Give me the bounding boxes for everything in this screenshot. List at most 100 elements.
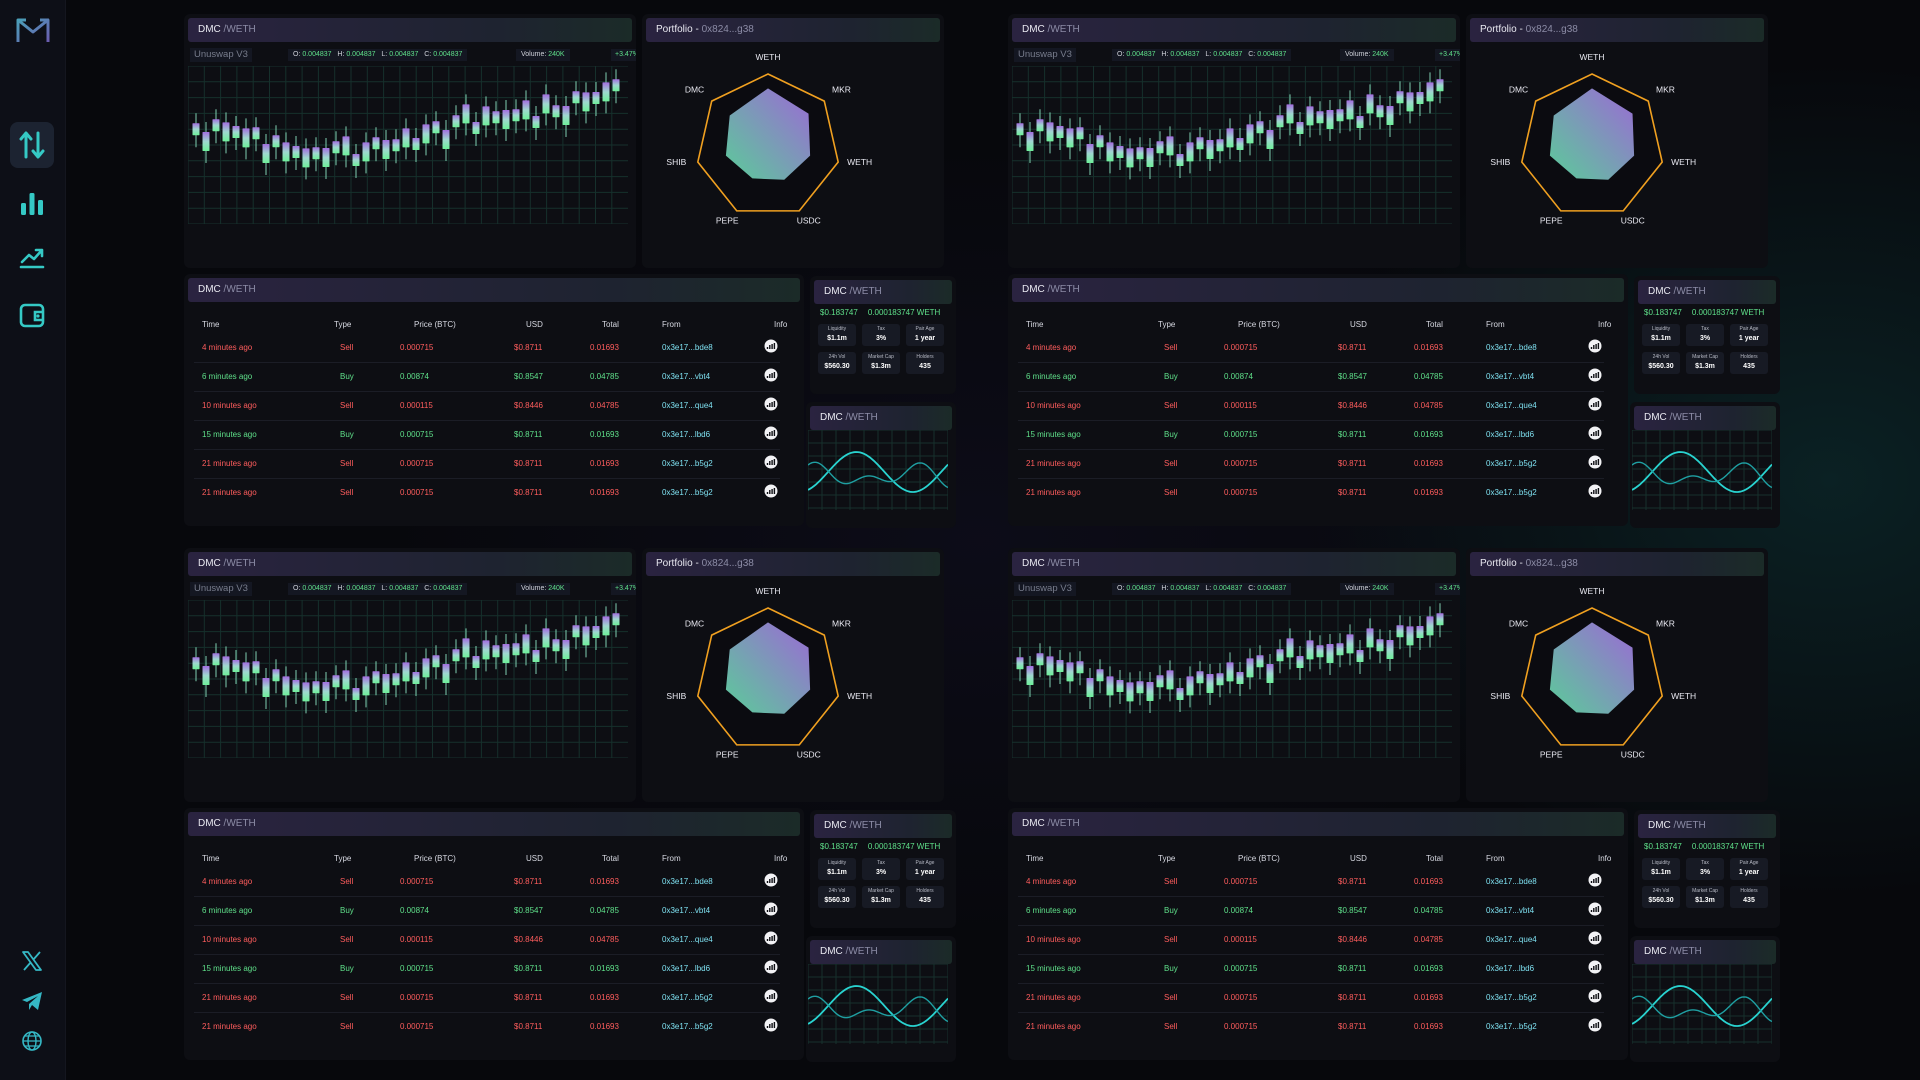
trade-from[interactable]: 0x3e17...vbt4	[1486, 372, 1535, 381]
trade-from[interactable]: 0x3e17...lbd6	[1486, 964, 1535, 973]
chart-info-icon[interactable]	[764, 902, 778, 916]
trade-row[interactable]: 21 minutes ago Sell 0.000715 $0.8711 0.01693…	[1018, 984, 1604, 1013]
chart-info-icon[interactable]	[1588, 339, 1602, 353]
chart-info-icon[interactable]	[1588, 873, 1602, 887]
trade-from[interactable]: 0x3e17...lbd6	[662, 964, 711, 973]
telegram-link[interactable]	[19, 988, 45, 1014]
trade-from[interactable]: 0x3e17...lbd6	[1486, 430, 1535, 439]
trade-from[interactable]: 0x3e17...b5g2	[662, 459, 713, 468]
chart-info-icon[interactable]	[1588, 368, 1602, 382]
trade-from[interactable]: 0x3e17...que4	[1486, 401, 1537, 410]
wallet-address[interactable]: 0x824...g38	[1525, 24, 1578, 35]
trade-from[interactable]: 0x3e17...que4	[662, 935, 713, 944]
trade-row[interactable]: 6 minutes ago Buy 0.00874 $0.8547 0.04785 0x3…	[1018, 363, 1604, 392]
trade-row[interactable]: 10 minutes ago Sell 0.000115 $0.8446 0.04785…	[194, 392, 780, 421]
trade-row[interactable]: 21 minutes ago Sell 0.000715 $0.8711 0.01693…	[194, 1013, 780, 1042]
chart-info-icon[interactable]	[764, 989, 778, 1003]
chart-info-icon[interactable]	[1588, 1018, 1602, 1032]
candlestick-chart[interactable]	[188, 66, 628, 224]
trade-from[interactable]: 0x3e17...b5g2	[1486, 459, 1537, 468]
chart-info-icon[interactable]	[764, 1018, 778, 1032]
trade-row[interactable]: 21 minutes ago Sell 0.000715 $0.8711 0.01693…	[1018, 450, 1604, 479]
trade-row[interactable]: 21 minutes ago Sell 0.000715 $0.8711 0.01693…	[194, 984, 780, 1013]
chart-info-icon[interactable]	[764, 931, 778, 945]
trade-from[interactable]: 0x3e17...bde8	[1486, 343, 1537, 352]
app-logo[interactable]	[15, 16, 51, 46]
trade-row[interactable]: 15 minutes ago Buy 0.000715 $0.8711 0.01693 0…	[194, 421, 780, 450]
trade-from[interactable]: 0x3e17...b5g2	[662, 488, 713, 497]
trade-row[interactable]: 4 minutes ago Sell 0.000715 $0.8711 0.01693 0…	[194, 868, 780, 897]
wallet-address[interactable]: 0x824...g38	[1525, 558, 1578, 569]
wallet-address[interactable]: 0x824...g38	[701, 24, 754, 35]
trade-row[interactable]: 4 minutes ago Sell 0.000715 $0.8711 0.01693 0…	[1018, 868, 1604, 897]
nav-wallet-button[interactable]	[10, 292, 54, 338]
nav-trend-button[interactable]	[10, 234, 54, 280]
chart-info-icon[interactable]	[1588, 960, 1602, 974]
exchange-selector[interactable]: Unuswap V3	[190, 582, 252, 596]
trade-from[interactable]: 0x3e17...vbt4	[1486, 906, 1535, 915]
candlestick-chart[interactable]	[188, 600, 628, 758]
chart-info-icon[interactable]	[1588, 931, 1602, 945]
pair-base: DMC	[1022, 818, 1045, 829]
trade-row[interactable]: 21 minutes ago Sell 0.000715 $0.8711 0.01693…	[194, 450, 780, 479]
twitter-link[interactable]	[19, 948, 45, 974]
exchange-selector[interactable]: Unuswap V3	[1014, 582, 1076, 596]
trade-row[interactable]: 21 minutes ago Sell 0.000715 $0.8711 0.01693…	[194, 479, 780, 508]
chart-info-icon[interactable]	[764, 368, 778, 382]
chart-info-icon[interactable]	[1588, 484, 1602, 498]
trade-from[interactable]: 0x3e17...que4	[1486, 935, 1537, 944]
panel-header: DMC /WETH	[188, 812, 800, 836]
trade-row[interactable]: 4 minutes ago Sell 0.000715 $0.8711 0.01693 0…	[1018, 334, 1604, 363]
chart-info-icon[interactable]	[764, 397, 778, 411]
wallet-address[interactable]: 0x824...g38	[701, 558, 754, 569]
trade-from[interactable]: 0x3e17...b5g2	[1486, 1022, 1537, 1031]
trade-row[interactable]: 21 minutes ago Sell 0.000715 $0.8711 0.01693…	[1018, 479, 1604, 508]
trade-row[interactable]: 4 minutes ago Sell 0.000715 $0.8711 0.01693 0…	[194, 334, 780, 363]
nav-swap-button[interactable]	[10, 122, 54, 168]
trade-from[interactable]: 0x3e17...que4	[662, 401, 713, 410]
trade-row[interactable]: 21 minutes ago Sell 0.000715 $0.8711 0.01693…	[1018, 1013, 1604, 1042]
trade-from[interactable]: 0x3e17...b5g2	[1486, 993, 1537, 1002]
chart-info-icon[interactable]	[764, 339, 778, 353]
chart-info-icon[interactable]	[764, 960, 778, 974]
trade-from[interactable]: 0x3e17...vbt4	[662, 906, 711, 915]
chart-info-icon[interactable]	[764, 455, 778, 469]
trade-row[interactable]: 10 minutes ago Sell 0.000115 $0.8446 0.04785…	[1018, 926, 1604, 955]
chart-info-icon[interactable]	[764, 873, 778, 887]
chart-info-icon[interactable]	[1588, 455, 1602, 469]
stat-value: $1.1m	[827, 335, 847, 342]
mini-series-line	[1632, 451, 1772, 493]
candle	[1096, 135, 1104, 148]
chart-info-icon[interactable]	[764, 484, 778, 498]
trade-row[interactable]: 6 minutes ago Buy 0.00874 $0.8547 0.04785 0x3…	[194, 363, 780, 392]
nav-chart-button[interactable]	[10, 180, 54, 226]
chart-info-icon[interactable]	[764, 426, 778, 440]
trade-row[interactable]: 10 minutes ago Sell 0.000115 $0.8446 0.04785…	[194, 926, 780, 955]
exchange-selector[interactable]: Unuswap V3	[190, 48, 252, 62]
trade-from[interactable]: 0x3e17...bde8	[662, 343, 713, 352]
chart-info-icon[interactable]	[1588, 426, 1602, 440]
candle	[1086, 144, 1094, 163]
trade-from[interactable]: 0x3e17...b5g2	[662, 1022, 713, 1031]
trade-row[interactable]: 6 minutes ago Buy 0.00874 $0.8547 0.04785 0x3…	[194, 897, 780, 926]
trade-from[interactable]: 0x3e17...bde8	[662, 877, 713, 886]
candlestick-chart[interactable]	[1012, 600, 1452, 758]
trade-from[interactable]: 0x3e17...vbt4	[662, 372, 711, 381]
trade-row[interactable]: 15 minutes ago Buy 0.000715 $0.8711 0.01693 0…	[194, 955, 780, 984]
candlestick-chart[interactable]	[1012, 66, 1452, 224]
trade-row[interactable]: 6 minutes ago Buy 0.00874 $0.8547 0.04785 0x3…	[1018, 897, 1604, 926]
trade-row[interactable]: 10 minutes ago Sell 0.000115 $0.8446 0.04785…	[1018, 392, 1604, 421]
stat-value: 3%	[875, 869, 887, 876]
website-link[interactable]	[19, 1028, 45, 1054]
chart-info-icon[interactable]	[1588, 397, 1602, 411]
chart-info-icon[interactable]	[1588, 902, 1602, 916]
trade-from[interactable]: 0x3e17...bde8	[1486, 877, 1537, 886]
trade-from[interactable]: 0x3e17...b5g2	[1486, 488, 1537, 497]
trade-from[interactable]: 0x3e17...lbd6	[662, 430, 711, 439]
trade-row[interactable]: 15 minutes ago Buy 0.000715 $0.8711 0.01693 0…	[1018, 955, 1604, 984]
candle	[1436, 79, 1444, 92]
trade-from[interactable]: 0x3e17...b5g2	[662, 993, 713, 1002]
exchange-selector[interactable]: Unuswap V3	[1014, 48, 1076, 62]
trade-row[interactable]: 15 minutes ago Buy 0.000715 $0.8711 0.01693 0…	[1018, 421, 1604, 450]
chart-info-icon[interactable]	[1588, 989, 1602, 1003]
